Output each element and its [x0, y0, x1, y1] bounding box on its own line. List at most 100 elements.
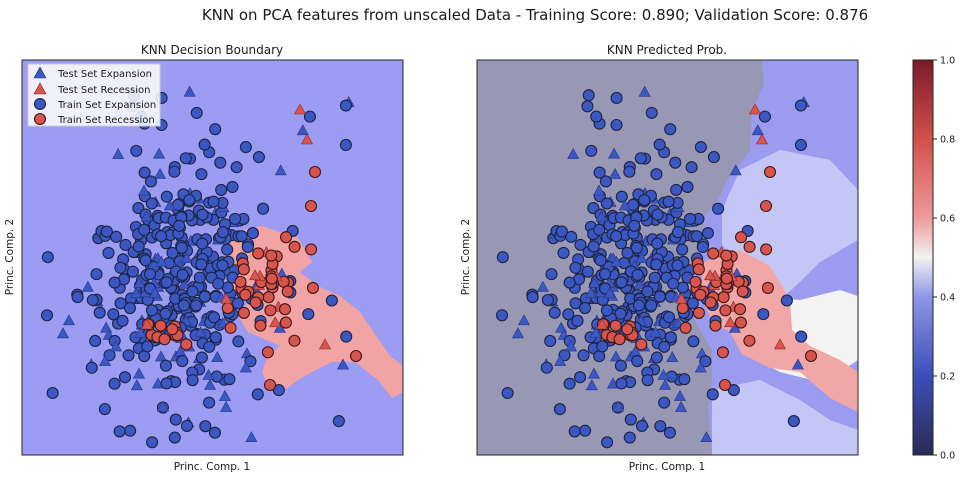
test-expansion-point: [62, 314, 75, 326]
train-expansion-point: [664, 331, 677, 344]
test-expansion-point: [595, 210, 608, 222]
train-expansion-point: [257, 202, 270, 215]
train-expansion-point: [302, 308, 315, 321]
train-expansion-point: [180, 419, 194, 432]
test-expansion-point: [666, 351, 679, 362]
test-expansion-point: [536, 280, 549, 292]
train-expansion-point: [701, 227, 714, 240]
test-expansion-point: [635, 252, 648, 264]
right-axes-frame: [476, 59, 859, 456]
train-expansion-point: [123, 301, 137, 315]
train-recession-point: [239, 288, 252, 301]
train-recession-point: [281, 285, 294, 298]
train-expansion-point: [699, 355, 712, 368]
train-expansion-point: [663, 426, 676, 439]
train-expansion-point: [615, 276, 628, 289]
train-recession-point: [288, 334, 301, 347]
train-recession-point: [692, 306, 705, 319]
train-expansion-point: [216, 226, 229, 239]
test-recession-point: [220, 292, 233, 304]
train-recession-point: [613, 333, 626, 346]
train-recession-point: [743, 240, 756, 253]
test-expansion-point: [110, 340, 123, 352]
train-expansion-point: [228, 212, 242, 225]
train-expansion-point: [332, 415, 345, 428]
test-expansion-point: [657, 368, 670, 380]
test-expansion-point: [132, 367, 145, 379]
train-expansion-point: [581, 265, 594, 278]
train-recession-point: [718, 378, 732, 392]
train-expansion-point: [214, 156, 227, 169]
test-expansion-point: [554, 354, 567, 366]
train-expansion-point: [610, 230, 623, 243]
train-expansion-point: [141, 340, 154, 353]
test-expansion-point: [610, 255, 623, 267]
train-expansion-point: [93, 306, 106, 319]
train-recession-point: [264, 304, 277, 317]
train-expansion-point: [118, 371, 132, 384]
train-expansion-point: [562, 308, 575, 321]
train-expansion-point: [568, 425, 581, 438]
train-expansion-point: [160, 190, 173, 203]
train-expansion-point: [599, 268, 612, 281]
right-panel-title: KNN Predicted Prob.: [607, 43, 727, 57]
test-expansion-point: [612, 400, 625, 412]
train-recession-point: [263, 378, 277, 392]
train-expansion-point: [113, 425, 126, 438]
train-expansion-point: [651, 208, 664, 221]
train-expansion-point: [594, 254, 607, 267]
train-expansion-point: [707, 151, 720, 164]
train-expansion-point: [681, 180, 694, 193]
test-recession-point: [773, 338, 787, 350]
train-recession-point: [288, 240, 301, 253]
train-expansion-point: [159, 359, 172, 372]
train-recession-point: [759, 199, 773, 213]
train-expansion-point: [671, 259, 684, 272]
test-expansion-point: [592, 184, 605, 196]
right-x-label: Princ. Comp. 1: [629, 461, 706, 473]
test-recession-point: [748, 103, 762, 115]
train-expansion-point: [208, 426, 221, 439]
test-recession-point: [755, 133, 769, 145]
train-expansion-point: [241, 240, 254, 253]
train-expansion-point: [653, 138, 666, 151]
train-expansion-point: [195, 168, 208, 181]
train-expansion-point: [198, 290, 211, 303]
test-expansion-point: [609, 350, 622, 362]
test-expansion-point: [587, 367, 600, 379]
test-expansion-point: [729, 164, 742, 176]
train-expansion-point: [555, 225, 568, 238]
train-expansion-point: [86, 293, 99, 307]
train-recession-point: [304, 199, 318, 213]
test-recession-point: [249, 269, 262, 281]
train-expansion-point: [339, 99, 352, 112]
train-expansion-point: [557, 246, 570, 259]
train-expansion-point: [232, 335, 245, 348]
train-expansion-point: [145, 304, 158, 317]
right-points: [495, 85, 818, 449]
train-recession-point: [262, 291, 275, 304]
right-y-label: Princ. Comp. 2: [460, 219, 472, 296]
train-expansion-point: [658, 340, 671, 353]
test-expansion-point: [517, 314, 530, 326]
train-expansion-point: [787, 415, 800, 428]
train-expansion-point: [571, 314, 584, 327]
test-expansion-point: [154, 167, 167, 179]
train-expansion-point: [683, 212, 697, 225]
train-recession-point: [717, 291, 730, 304]
train-expansion-point: [565, 230, 578, 243]
train-recession-point: [720, 249, 733, 262]
test-expansion-point: [137, 184, 150, 196]
train-expansion-point: [235, 230, 248, 243]
train-expansion-point: [138, 166, 151, 179]
train-recession-point: [679, 321, 692, 334]
test-expansion-point: [603, 286, 616, 298]
train-expansion-point: [664, 123, 677, 136]
colorbar-tick-label: 0.8: [940, 135, 955, 146]
train-expansion-point: [685, 161, 698, 174]
train-expansion-point: [706, 388, 719, 401]
train-recession-point: [280, 231, 293, 244]
train-expansion-point: [545, 268, 558, 281]
train-expansion-point: [631, 355, 644, 368]
train-expansion-point: [585, 144, 598, 157]
